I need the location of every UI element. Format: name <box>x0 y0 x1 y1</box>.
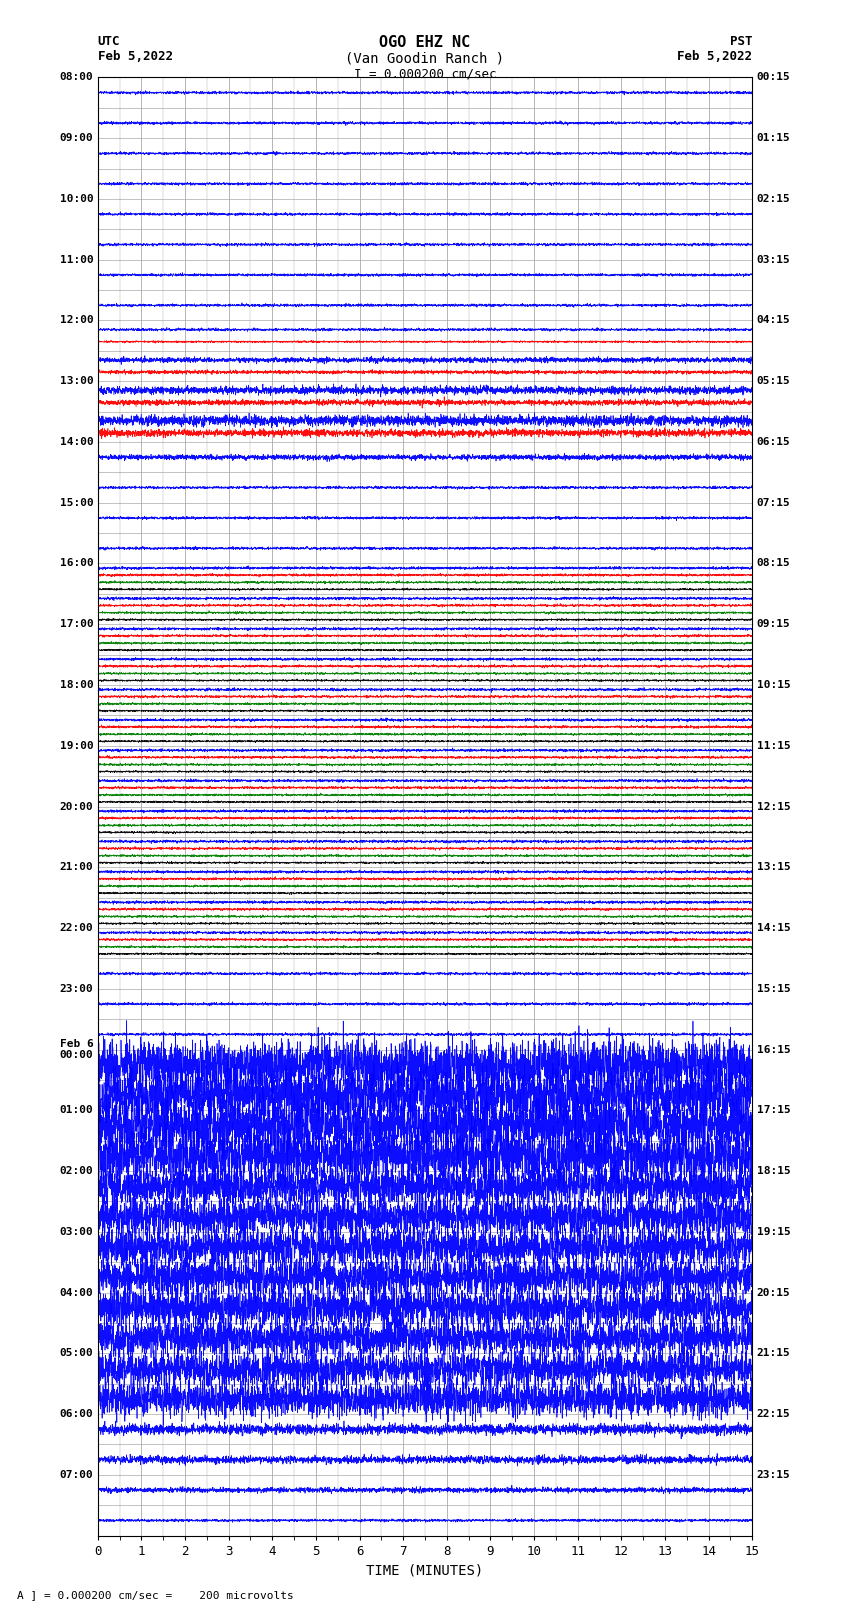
Text: 08:15: 08:15 <box>756 558 790 568</box>
Text: 16:00: 16:00 <box>60 558 94 568</box>
Text: 20:15: 20:15 <box>756 1287 790 1297</box>
Text: OGO EHZ NC: OGO EHZ NC <box>379 35 471 50</box>
Text: 12:15: 12:15 <box>756 802 790 811</box>
Text: 04:15: 04:15 <box>756 316 790 326</box>
Text: Feb 5,2022: Feb 5,2022 <box>677 50 752 63</box>
Text: 19:00: 19:00 <box>60 740 94 750</box>
Text: 07:15: 07:15 <box>756 498 790 508</box>
Text: 12:00: 12:00 <box>60 316 94 326</box>
Text: 13:15: 13:15 <box>756 863 790 873</box>
Text: 19:15: 19:15 <box>756 1227 790 1237</box>
Text: 14:00: 14:00 <box>60 437 94 447</box>
Text: 09:15: 09:15 <box>756 619 790 629</box>
Text: 21:15: 21:15 <box>756 1348 790 1358</box>
Text: 10:00: 10:00 <box>60 194 94 203</box>
X-axis label: TIME (MINUTES): TIME (MINUTES) <box>366 1563 484 1578</box>
Text: 05:15: 05:15 <box>756 376 790 386</box>
Text: 21:00: 21:00 <box>60 863 94 873</box>
Text: 02:00: 02:00 <box>60 1166 94 1176</box>
Text: 17:15: 17:15 <box>756 1105 790 1115</box>
Text: Feb 6
00:00: Feb 6 00:00 <box>60 1039 94 1060</box>
Text: 05:00: 05:00 <box>60 1348 94 1358</box>
Text: PST: PST <box>730 35 752 48</box>
Text: (Van Goodin Ranch ): (Van Goodin Ranch ) <box>345 52 505 66</box>
Text: Feb 5,2022: Feb 5,2022 <box>98 50 173 63</box>
Text: 22:00: 22:00 <box>60 923 94 932</box>
Text: 03:15: 03:15 <box>756 255 790 265</box>
Text: UTC: UTC <box>98 35 120 48</box>
Text: 16:15: 16:15 <box>756 1045 790 1055</box>
Text: 01:00: 01:00 <box>60 1105 94 1115</box>
Text: 06:00: 06:00 <box>60 1410 94 1419</box>
Text: I = 0.000200 cm/sec: I = 0.000200 cm/sec <box>354 68 496 81</box>
Text: 09:00: 09:00 <box>60 134 94 144</box>
Text: 20:00: 20:00 <box>60 802 94 811</box>
Text: 00:15: 00:15 <box>756 73 790 82</box>
Text: 18:15: 18:15 <box>756 1166 790 1176</box>
Text: 14:15: 14:15 <box>756 923 790 932</box>
Text: 10:15: 10:15 <box>756 681 790 690</box>
Text: 06:15: 06:15 <box>756 437 790 447</box>
Text: 23:15: 23:15 <box>756 1469 790 1479</box>
Text: 15:15: 15:15 <box>756 984 790 994</box>
Text: 15:00: 15:00 <box>60 498 94 508</box>
Text: 18:00: 18:00 <box>60 681 94 690</box>
Text: 11:15: 11:15 <box>756 740 790 750</box>
Text: 11:00: 11:00 <box>60 255 94 265</box>
Text: 03:00: 03:00 <box>60 1227 94 1237</box>
Text: 08:00: 08:00 <box>60 73 94 82</box>
Text: 22:15: 22:15 <box>756 1410 790 1419</box>
Text: A ] = 0.000200 cm/sec =    200 microvolts: A ] = 0.000200 cm/sec = 200 microvolts <box>17 1590 294 1600</box>
Text: 23:00: 23:00 <box>60 984 94 994</box>
Text: 04:00: 04:00 <box>60 1287 94 1297</box>
Text: 07:00: 07:00 <box>60 1469 94 1479</box>
Text: 02:15: 02:15 <box>756 194 790 203</box>
Text: 13:00: 13:00 <box>60 376 94 386</box>
Text: 17:00: 17:00 <box>60 619 94 629</box>
Text: 01:15: 01:15 <box>756 134 790 144</box>
